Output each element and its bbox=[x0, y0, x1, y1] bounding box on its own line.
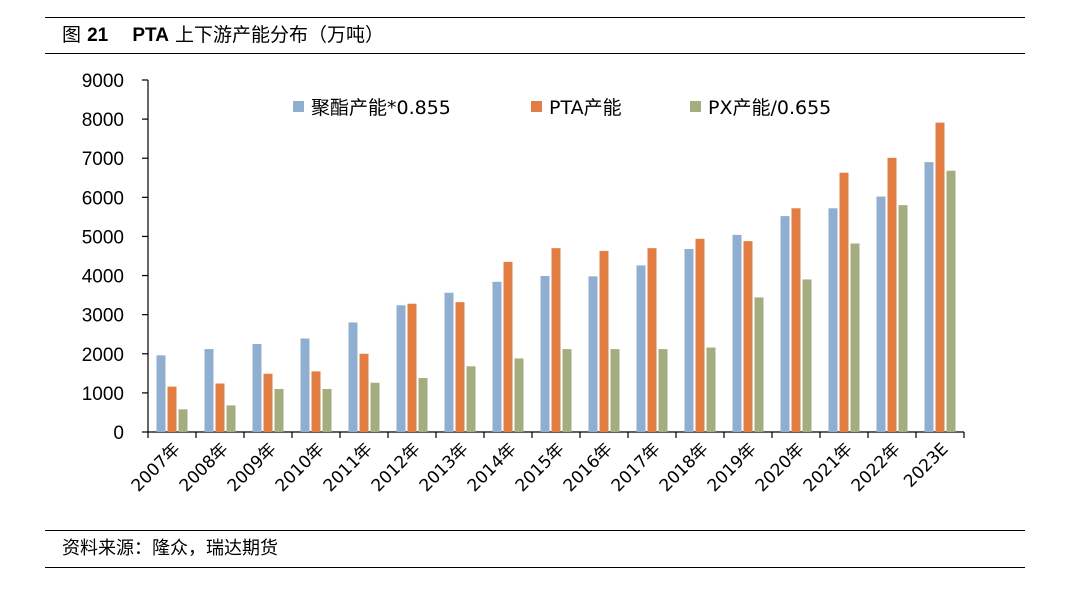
bar-3 bbox=[226, 405, 236, 432]
bar-3 bbox=[658, 349, 668, 432]
bar-1 bbox=[204, 349, 214, 432]
bar-2 bbox=[743, 241, 753, 432]
x-category-label: 2023E bbox=[900, 439, 952, 491]
bar-2 bbox=[359, 353, 369, 432]
bar-1 bbox=[828, 208, 838, 432]
bar-1 bbox=[156, 355, 166, 432]
caption-prefix: 图 bbox=[62, 24, 82, 46]
bar-3 bbox=[274, 388, 284, 432]
bar-3 bbox=[610, 349, 620, 432]
source-note: 资料来源：隆众，瑞达期货 bbox=[62, 538, 278, 559]
x-category-label: 2013年 bbox=[416, 439, 473, 496]
x-category-label: 2021年 bbox=[800, 439, 857, 496]
bar-2 bbox=[839, 172, 849, 432]
source-bottom-rule bbox=[45, 567, 1025, 568]
bar-1 bbox=[684, 248, 694, 432]
bar-2 bbox=[791, 208, 801, 432]
bar-3 bbox=[850, 243, 860, 432]
y-tick-label: 7000 bbox=[82, 149, 124, 170]
bar-2 bbox=[167, 386, 177, 432]
figure-caption: 图 21 PTA 上下游产能分布（万吨） bbox=[62, 22, 384, 49]
bar-2 bbox=[887, 157, 897, 432]
legend-label-2: PTA产能 bbox=[549, 97, 622, 119]
bar-1 bbox=[300, 338, 310, 432]
bar-2 bbox=[695, 238, 705, 432]
bar-1 bbox=[876, 196, 886, 432]
x-category-label: 2009年 bbox=[224, 439, 281, 496]
legend-swatch-3 bbox=[690, 101, 701, 112]
bar-3 bbox=[898, 205, 908, 432]
caption-title: 上下游产能分布（万吨） bbox=[175, 24, 385, 46]
legend-swatch-1 bbox=[293, 101, 304, 112]
x-category-label: 2012年 bbox=[368, 439, 425, 496]
bar-2 bbox=[407, 303, 417, 432]
bar-3 bbox=[802, 279, 812, 432]
bar-3 bbox=[466, 366, 476, 432]
legend-label-1: 聚酯产能*0.855 bbox=[311, 97, 451, 119]
bar-3 bbox=[370, 382, 380, 432]
x-category-label: 2011年 bbox=[320, 439, 377, 496]
bar-1 bbox=[492, 281, 502, 432]
bar-1 bbox=[780, 216, 790, 432]
bar-chart: 0 1000 2000 3000 4000 5000 6000 7000 8000 9000 200… bbox=[82, 71, 965, 496]
bar-2 bbox=[935, 122, 945, 433]
x-category-label: 2017年 bbox=[608, 439, 665, 496]
chart-bottom-rule bbox=[45, 530, 1025, 531]
bar-3 bbox=[418, 378, 428, 432]
bar-3 bbox=[754, 297, 764, 432]
bar-3 bbox=[706, 347, 716, 432]
y-tick-label: 8000 bbox=[82, 110, 124, 131]
bar-2 bbox=[503, 261, 513, 432]
y-tick-label: 1000 bbox=[82, 384, 124, 405]
y-tick-label: 9000 bbox=[82, 71, 124, 92]
bar-3 bbox=[946, 170, 956, 432]
bar-1 bbox=[252, 344, 262, 432]
caption-bold-part: PTA bbox=[132, 25, 169, 46]
x-category-label: 2007年 bbox=[128, 439, 185, 496]
y-tick-label: 3000 bbox=[82, 306, 124, 327]
y-tick-label: 5000 bbox=[82, 227, 124, 248]
bar-2 bbox=[599, 250, 609, 432]
x-category-label: 2010年 bbox=[272, 439, 329, 496]
bar-3 bbox=[562, 349, 572, 432]
bar-1 bbox=[396, 305, 406, 432]
bar-2 bbox=[311, 371, 321, 432]
top-rule bbox=[45, 17, 1025, 18]
x-category-label: 2022年 bbox=[848, 439, 905, 496]
bar-1 bbox=[540, 275, 550, 432]
bar-2 bbox=[215, 383, 225, 432]
bar-1 bbox=[348, 322, 358, 432]
bar-3 bbox=[514, 358, 524, 432]
bar-2 bbox=[263, 373, 273, 432]
x-category-label: 2018年 bbox=[656, 439, 713, 496]
bar-3 bbox=[322, 388, 332, 432]
bar-1 bbox=[924, 162, 934, 432]
x-category-label: 2014年 bbox=[464, 439, 521, 496]
caption-number: 21 bbox=[87, 25, 109, 46]
bar-2 bbox=[647, 248, 657, 432]
x-category-label: 2008年 bbox=[176, 439, 233, 496]
bar-1 bbox=[444, 292, 454, 432]
bar-2 bbox=[551, 248, 561, 432]
x-category-label: 2020年 bbox=[752, 439, 809, 496]
y-tick-label: 2000 bbox=[82, 345, 124, 366]
legend-swatch-2 bbox=[531, 101, 542, 112]
y-tick-label: 0 bbox=[113, 423, 124, 444]
x-category-label: 2015年 bbox=[512, 439, 569, 496]
y-tick-label: 4000 bbox=[82, 267, 124, 288]
bar-1 bbox=[732, 234, 742, 432]
x-category-label: 2019年 bbox=[704, 439, 761, 496]
bar-2 bbox=[455, 302, 465, 432]
x-category-label: 2016年 bbox=[560, 439, 617, 496]
caption-divider bbox=[45, 53, 1025, 54]
legend-label-3: PX产能/0.655 bbox=[708, 97, 831, 119]
bar-3 bbox=[178, 409, 188, 432]
bar-1 bbox=[636, 265, 646, 432]
y-tick-label: 6000 bbox=[82, 188, 124, 209]
bar-1 bbox=[588, 276, 598, 432]
